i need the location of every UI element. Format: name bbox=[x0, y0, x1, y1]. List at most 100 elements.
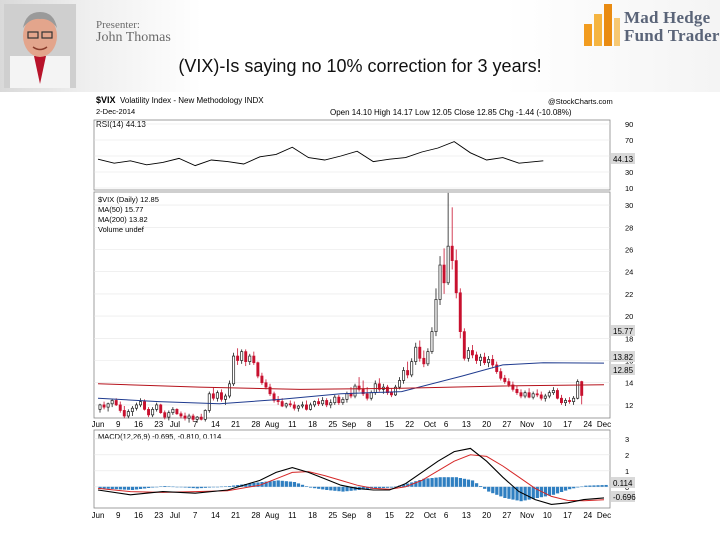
macd-histogram-bar bbox=[580, 486, 584, 488]
candle-body bbox=[256, 362, 260, 377]
x-tick-label: 21 bbox=[231, 511, 240, 520]
macd-histogram-bar bbox=[495, 486, 499, 495]
candle-body bbox=[292, 404, 296, 409]
x-tick-label: 17 bbox=[563, 511, 572, 520]
macd-histogram-bar bbox=[519, 486, 523, 502]
macd-histogram-bar bbox=[511, 486, 515, 500]
macd-histogram-bar bbox=[236, 485, 240, 487]
candle-body bbox=[147, 408, 151, 416]
candle-body bbox=[479, 356, 482, 361]
presenter-portrait bbox=[4, 4, 76, 88]
x-tick-label: Sep bbox=[342, 511, 357, 520]
macd-histogram-bar bbox=[203, 486, 207, 488]
price-legend-line1: $VIX (Daily) 12.85 bbox=[98, 195, 159, 204]
x-tick-label: 28 bbox=[251, 420, 260, 429]
macd-histogram-bar bbox=[130, 486, 135, 490]
candle-body bbox=[329, 402, 333, 406]
macd-histogram-bar bbox=[547, 486, 552, 496]
macd-histogram-bar bbox=[114, 486, 118, 490]
x-tick-label: Dec bbox=[597, 420, 611, 429]
macd-histogram-bar bbox=[466, 479, 471, 487]
candle-body bbox=[321, 400, 325, 405]
candle-body bbox=[466, 350, 470, 359]
price-tick-label: 28 bbox=[625, 223, 633, 232]
macd-histogram-bar bbox=[491, 486, 495, 494]
macd-histogram-bar bbox=[462, 478, 467, 487]
candle-body bbox=[248, 355, 252, 362]
macd-histogram-bar bbox=[211, 486, 216, 488]
macd-histogram-bar bbox=[470, 480, 475, 487]
macd-histogram-bar bbox=[584, 485, 588, 487]
presenter-name: John Thomas bbox=[96, 30, 171, 45]
brand-name-line2: Fund Trader bbox=[624, 26, 720, 45]
candle-body bbox=[284, 403, 288, 407]
candle-body bbox=[106, 403, 110, 408]
macd-histogram-bar bbox=[179, 486, 183, 488]
brand-logo-icon bbox=[584, 4, 620, 46]
candle-body bbox=[300, 404, 304, 407]
candle-body bbox=[454, 260, 458, 294]
macd-histogram-bar bbox=[256, 482, 260, 487]
macd-histogram-bar bbox=[454, 477, 458, 487]
macd-histogram-bar bbox=[426, 478, 430, 487]
candle-body bbox=[272, 393, 276, 401]
macd-histogram-bar bbox=[126, 486, 131, 490]
macd-histogram-bar bbox=[576, 486, 580, 488]
x-tick-label: 25 bbox=[328, 511, 337, 520]
macd-histogram-bar bbox=[442, 477, 446, 487]
x-tick-label: 25 bbox=[328, 420, 337, 429]
macd-histogram-bar bbox=[543, 486, 548, 497]
macd-histogram-bar bbox=[523, 486, 527, 501]
close-value-label: 12.85 bbox=[613, 366, 634, 375]
x-tick-label: 27 bbox=[502, 511, 511, 520]
price-tick-label: 12 bbox=[625, 401, 633, 410]
macd-histogram-bar bbox=[284, 481, 288, 487]
macd-histogram-bar bbox=[333, 486, 337, 491]
candle-body bbox=[531, 393, 535, 398]
candle-body bbox=[236, 355, 240, 361]
histogram-value-label: 0.114 bbox=[613, 479, 633, 488]
x-tick-label: 21 bbox=[231, 420, 240, 429]
macd-histogram-bar bbox=[555, 486, 560, 494]
vix-chart: $VIX Volatility Index - New Methodology … bbox=[92, 94, 636, 524]
candle-body bbox=[309, 404, 312, 410]
macd-histogram-bar bbox=[381, 486, 386, 488]
ma50-line bbox=[97, 362, 605, 405]
macd-histogram-bar bbox=[183, 486, 187, 488]
macd-histogram-bar bbox=[138, 486, 143, 489]
macd-histogram-bar bbox=[118, 486, 122, 490]
macd-histogram-bar bbox=[195, 486, 199, 489]
macd-histogram-bar bbox=[252, 483, 256, 487]
candle-body bbox=[187, 415, 191, 419]
macd-histogram-bar bbox=[159, 486, 163, 487]
macd-histogram-bar bbox=[329, 486, 333, 491]
x-tick-label: 15 bbox=[385, 420, 394, 429]
chart-date: 2-Dec-2014 bbox=[96, 107, 135, 116]
macd-histogram-bar bbox=[147, 486, 151, 488]
x-tick-label: 23 bbox=[154, 511, 163, 520]
candle-body bbox=[333, 396, 337, 404]
macd-histogram-bar bbox=[219, 486, 224, 488]
ma50-value-tag bbox=[611, 325, 635, 336]
x-tick-label: 13 bbox=[462, 420, 471, 429]
macd-histogram-bar bbox=[280, 480, 284, 487]
macd-signal-line bbox=[97, 454, 605, 502]
macd-histogram-bar bbox=[187, 486, 191, 488]
x-tick-label: Aug bbox=[265, 420, 279, 429]
candle-body bbox=[296, 405, 300, 409]
candle-body bbox=[551, 390, 555, 394]
candle-body bbox=[580, 381, 584, 396]
rsi-line bbox=[97, 141, 544, 167]
candle-body bbox=[167, 412, 171, 418]
x-tick-label: 11 bbox=[288, 511, 297, 520]
candle-body bbox=[430, 331, 434, 352]
candle-body bbox=[450, 245, 454, 261]
candle-body bbox=[495, 364, 499, 372]
x-tick-label: 16 bbox=[134, 511, 143, 520]
rsi-tick-label: 10 bbox=[625, 184, 633, 193]
candle-body bbox=[462, 331, 466, 359]
candle-body bbox=[199, 416, 203, 420]
macd-histogram-bar bbox=[430, 478, 434, 487]
macd-histogram-bar bbox=[373, 486, 378, 489]
candle-body bbox=[304, 404, 308, 410]
